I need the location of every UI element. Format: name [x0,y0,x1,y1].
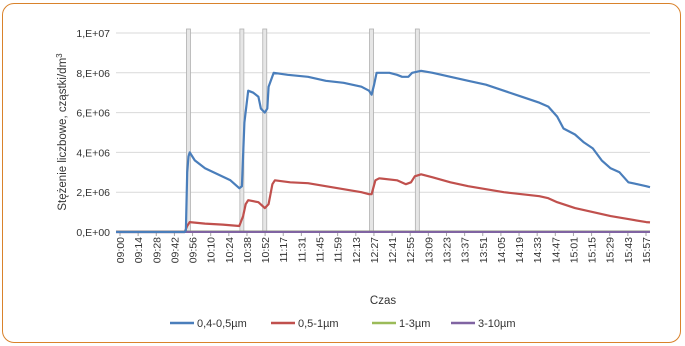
x-tick-label: 10:24 [224,237,236,263]
y-tick-label: 0,E+00 [76,227,110,239]
x-tick-label: 11:45 [315,237,327,263]
event-marker [414,28,420,233]
x-tick-label: 11:31 [296,237,308,263]
x-tick-label: 14:47 [550,237,562,263]
x-tick-label: 09:42 [169,237,181,263]
x-axis-title: Czas [370,295,396,307]
x-tick-label: 15:29 [605,237,617,263]
series-line-1 [116,173,651,234]
x-tick-label: 11:59 [333,237,345,263]
x-tick-labels: 09:00 09:14 09:28 09:42 09:56 10:10 10:24 10:38… [115,237,653,263]
x-tick-label: 14:05 [496,237,508,263]
series-line-0 [116,69,651,234]
x-tick-label: 12:13 [351,237,363,263]
x-tick-label: 15:43 [623,237,635,263]
y-tick-label: 1,E+07 [76,28,110,40]
legend-label: 0,5-1µm [298,318,339,330]
event-marker [369,28,374,233]
x-tick-label: 10:38 [242,237,254,263]
x-tick-label: 09:14 [133,237,145,263]
x-tick-label: 10:10 [206,237,218,263]
x-tick-label: 13:23 [441,237,453,263]
x-tick-label: 12:41 [387,237,399,263]
y-tick-label: 4,E+06 [76,147,110,159]
x-tick-label: 15:57 [641,237,653,263]
y-tick-labels: 0,E+00 2,E+06 4,E+06 6,E+06 8,E+06 1,E+07 [76,28,110,239]
legend-label: 3-10µm [478,318,516,330]
event-marker [262,28,268,233]
y-tick-label: 6,E+06 [76,108,110,120]
x-tick-label: 09:00 [115,237,127,263]
y-tick-label: 8,E+06 [76,68,110,80]
series-layer [116,69,651,234]
x-tick-label: 13:51 [478,237,490,263]
y-axis-title: Stężenie liczbowe, cząstki/dm3 [55,53,69,211]
x-tick-label: 11:17 [278,237,290,263]
x-tick-label: 13:09 [423,237,435,263]
x-tick-label: 09:28 [151,237,163,263]
y-tick-label: 2,E+06 [76,187,110,199]
legend: 0,4-0,5µm 0,5-1µm 1-3µm 3-10µm [170,318,516,330]
x-tick-label: 15:15 [587,237,599,263]
x-tick-label: 14:33 [532,237,544,263]
x-tick-label: 09:56 [188,237,200,263]
x-tick-label: 12:55 [405,237,417,263]
x-tick-label: 14:19 [514,237,526,263]
x-tick-label: 13:37 [460,237,472,263]
legend-label: 0,4-0,5µm [197,318,247,330]
x-tick-label: 10:52 [260,237,272,263]
x-tick-label: 12:27 [369,237,381,263]
chart-frame [2,3,681,343]
legend-label: 1-3µm [399,318,430,330]
grid-layer [116,32,650,193]
x-tick-label: 15:01 [568,237,580,263]
marker-layer [186,28,420,233]
